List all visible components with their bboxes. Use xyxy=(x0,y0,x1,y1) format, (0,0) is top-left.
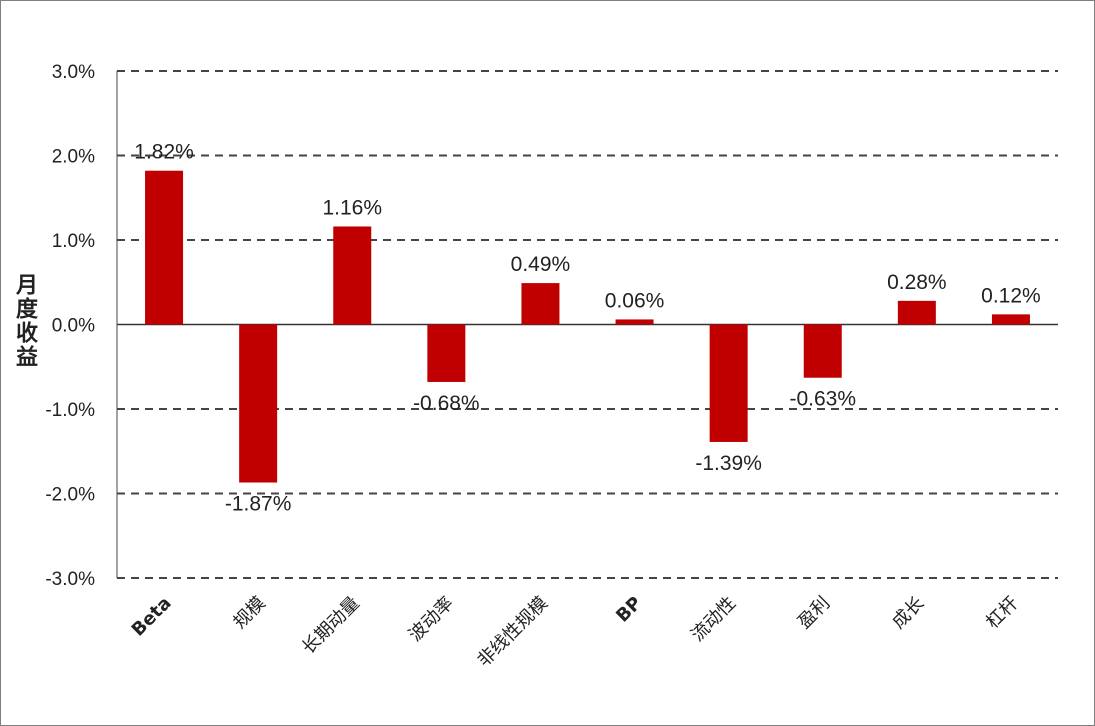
data-label-8: 0.28% xyxy=(887,271,947,294)
y-tick-label: 2.0% xyxy=(52,147,95,168)
y-tick-label: 3.0% xyxy=(52,62,95,83)
y-tick-label: -1.0% xyxy=(45,400,95,421)
bar-0 xyxy=(145,170,184,325)
bar-4 xyxy=(521,283,560,325)
bar-2 xyxy=(333,226,372,325)
category-label-7: 盈利 xyxy=(794,593,834,633)
category-labels: Beta 规模 长期动量 波动率 非线性规模 BP 流动性 盈利 成长 杠杆 xyxy=(128,593,1023,671)
category-label-8: 成长 xyxy=(888,593,928,633)
data-label-0: 1.82% xyxy=(134,141,194,164)
data-label-6: -1.39% xyxy=(695,452,762,475)
category-label-1: 规模 xyxy=(229,593,269,633)
bars xyxy=(145,170,1030,483)
y-axis-label: 月度收益 xyxy=(15,274,39,371)
category-label-4: 非线性规模 xyxy=(473,593,551,671)
data-label-9: 0.12% xyxy=(981,284,1041,307)
bar-5 xyxy=(615,319,654,325)
bar-3 xyxy=(427,324,466,382)
data-label-2: 1.16% xyxy=(322,196,382,219)
category-label-9: 杠杆 xyxy=(982,593,1022,633)
bar-8 xyxy=(897,300,936,325)
category-label-3: 波动率 xyxy=(405,593,458,646)
y-tick-label: 0.0% xyxy=(52,316,95,337)
category-label-2: 长期动量 xyxy=(298,593,364,659)
data-label-5: 0.06% xyxy=(605,289,665,312)
data-label-4: 0.49% xyxy=(511,253,571,276)
y-axis-ticks: 3.0% 2.0% 1.0% 0.0% -1.0% -2.0% -3.0% xyxy=(45,62,95,590)
y-tick-label: 1.0% xyxy=(52,231,95,252)
data-label-3: -0.68% xyxy=(413,392,480,415)
category-label-0: Beta xyxy=(128,593,176,641)
gridlines xyxy=(116,70,1058,579)
bar-7 xyxy=(803,324,842,378)
bar-1 xyxy=(239,324,278,483)
data-label-1: -1.87% xyxy=(225,493,292,516)
y-tick-label: -3.0% xyxy=(45,569,95,590)
category-label-6: 流动性 xyxy=(687,593,740,646)
data-labels: 1.82% -1.87% 1.16% -0.68% 0.49% 0.06% -1.39% -0… xyxy=(134,141,1040,516)
category-label-5: BP xyxy=(612,593,646,627)
y-tick-label: -2.0% xyxy=(45,485,95,506)
bar-6 xyxy=(709,324,748,442)
bar-9 xyxy=(991,314,1030,325)
data-label-7: -0.63% xyxy=(789,388,856,411)
